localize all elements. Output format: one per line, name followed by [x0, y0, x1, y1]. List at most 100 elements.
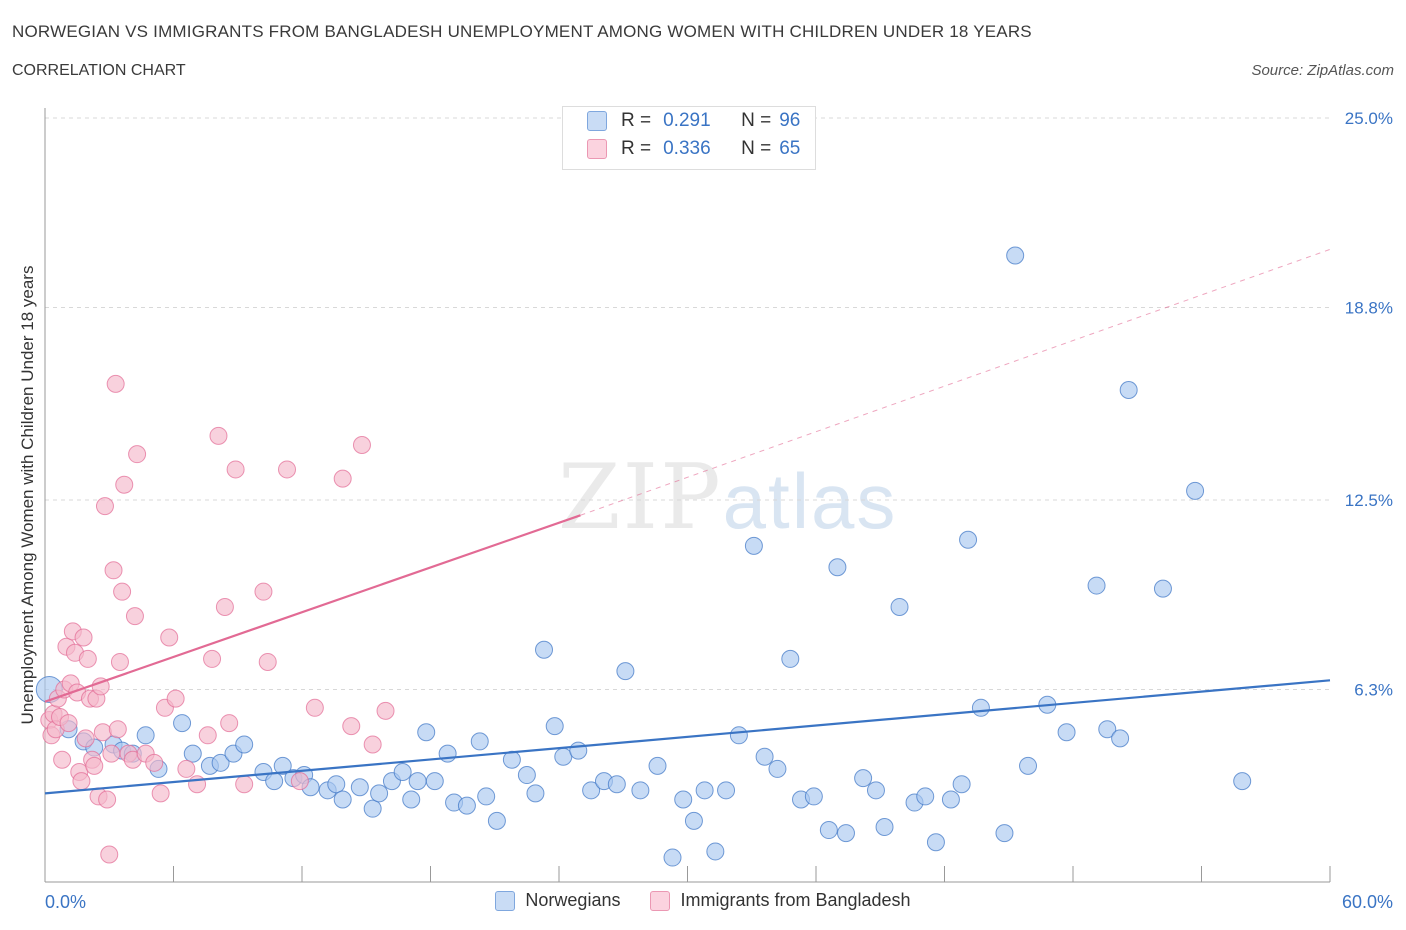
- bangladesh-point: [209, 426, 228, 445]
- norwegian-trend-line: [44, 679, 1331, 795]
- norwegian-point: [393, 762, 412, 781]
- norwegian-point: [1186, 481, 1205, 500]
- bangladesh-point: [333, 469, 352, 488]
- bangladesh-point: [110, 652, 129, 671]
- source-note: Source: ZipAtlas.com: [1251, 62, 1394, 79]
- r-label: R =: [621, 110, 652, 131]
- bangladesh-point: [108, 720, 127, 739]
- y-tick-label: 18.8%: [1345, 298, 1393, 317]
- bangladesh-point: [352, 435, 371, 454]
- norwegian-point: [569, 741, 588, 760]
- n-value: 65: [779, 138, 801, 159]
- norwegian-point: [684, 811, 703, 830]
- norwegian-point: [926, 833, 945, 852]
- stats-row-bangladesh: R = 0.336 N = 65: [563, 135, 815, 163]
- bangladesh-point: [177, 759, 196, 778]
- y-tick-label: 25.0%: [1345, 109, 1393, 128]
- bangladesh-point: [78, 649, 97, 668]
- bangladesh-point: [166, 689, 185, 708]
- norwegian-point: [890, 597, 909, 616]
- bangladesh-point: [258, 652, 277, 671]
- norwegian-point: [535, 640, 554, 659]
- bangladesh-point: [235, 775, 254, 794]
- norwegian-point: [781, 649, 800, 668]
- chart-title: NORWEGIAN VS IMMIGRANTS FROM BANGLADESH …: [12, 22, 1032, 41]
- norwegian-point: [631, 781, 650, 800]
- watermark: ZIPatlas: [558, 445, 897, 550]
- legend-item-bangladesh[interactable]: Immigrants from Bangladesh: [650, 890, 911, 911]
- bangladesh-point: [106, 374, 125, 393]
- norwegian-point: [744, 536, 763, 555]
- norwegian-point: [804, 787, 823, 806]
- norwegian-point: [755, 747, 774, 766]
- norwegian-point: [333, 790, 352, 809]
- bangladesh-point: [160, 628, 179, 647]
- norwegian-point: [487, 811, 506, 830]
- bangladesh-trend-extension: [580, 248, 1331, 516]
- norwegian-point: [136, 726, 155, 745]
- bangladesh-point: [74, 628, 93, 647]
- bangladesh-point: [198, 726, 217, 745]
- bangladesh-point: [342, 717, 361, 736]
- norwegian-point: [457, 796, 476, 815]
- norwegian-point: [370, 784, 389, 803]
- legend-swatch-bangladesh: [650, 890, 671, 911]
- bangladesh-point: [104, 561, 123, 580]
- norwegian-point: [235, 735, 254, 754]
- norwegian-point: [836, 824, 855, 843]
- x-tick-label: 0.0%: [45, 892, 86, 912]
- norwegian-point: [663, 848, 682, 867]
- bangladesh-point: [145, 753, 164, 772]
- bangladesh-point: [85, 756, 104, 775]
- norwegian-point: [616, 662, 635, 681]
- norwegian-point: [916, 787, 935, 806]
- bangladesh-point: [215, 597, 234, 616]
- bangladesh-point: [305, 698, 324, 717]
- norwegian-point: [648, 756, 667, 775]
- bangladesh-point: [113, 582, 132, 601]
- norwegian-point: [402, 790, 421, 809]
- norwegian-point: [526, 784, 545, 803]
- bangladesh-point: [220, 714, 239, 733]
- bangladesh-point: [72, 772, 91, 791]
- norwegian-point: [768, 759, 787, 778]
- bangladesh-point: [102, 744, 121, 763]
- norwegian-point: [183, 744, 202, 763]
- bangladesh-point: [125, 607, 144, 626]
- norwegian-point: [1019, 756, 1038, 775]
- bangladesh-point: [290, 772, 309, 791]
- bangladesh-point: [188, 775, 207, 794]
- norwegian-point: [1119, 380, 1138, 399]
- bangladesh-point: [100, 845, 119, 864]
- norwegian-point: [273, 756, 292, 775]
- norwegian-point: [1153, 579, 1172, 598]
- norwegian-point: [554, 747, 573, 766]
- norwegian-point: [866, 781, 885, 800]
- norwegian-point: [470, 732, 489, 751]
- norwegian-point: [211, 753, 230, 772]
- y-tick-label: 12.5%: [1345, 491, 1393, 510]
- legend-item-norwegians[interactable]: Norwegians: [495, 890, 620, 911]
- norwegian-point: [582, 781, 601, 800]
- norwegian-point: [265, 772, 284, 791]
- n-value: 96: [779, 110, 801, 131]
- norwegian-point: [995, 824, 1014, 843]
- x-tick-label: 60.0%: [1342, 892, 1393, 912]
- legend-label-norwegians: Norwegians: [525, 890, 621, 910]
- norwegian-point: [1006, 246, 1025, 265]
- norwegian-point: [417, 723, 436, 742]
- norwegian-point: [477, 787, 496, 806]
- norwegian-point: [425, 772, 444, 791]
- norwegian-point: [729, 726, 748, 745]
- norwegian-point: [854, 769, 873, 788]
- legend-label-bangladesh: Immigrants from Bangladesh: [680, 890, 911, 910]
- norwegian-point: [828, 558, 847, 577]
- norwegian-point: [941, 790, 960, 809]
- bangladesh-point: [151, 784, 170, 803]
- r-value: 0.336: [663, 138, 711, 159]
- bangladesh-point: [115, 475, 134, 494]
- stats-row-norwegians: R = 0.291 N = 96: [563, 107, 815, 135]
- bangladesh-point: [128, 445, 147, 464]
- bangladesh-point: [278, 460, 297, 479]
- norwegian-point: [363, 799, 382, 818]
